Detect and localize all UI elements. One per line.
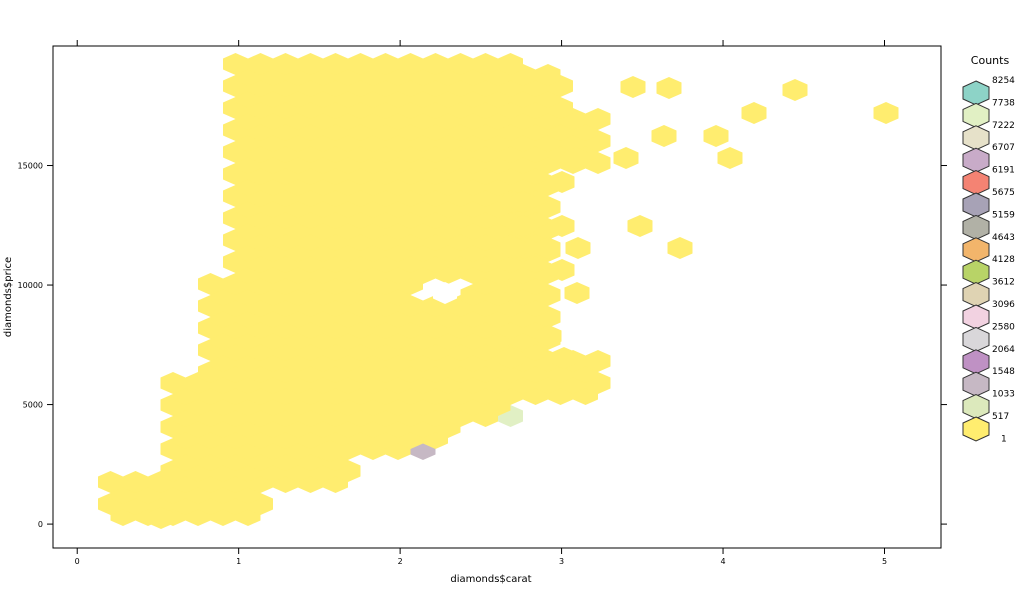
hexbin-cell: [620, 76, 646, 98]
hexbin-cell: [549, 215, 575, 237]
plot-frame: [52, 45, 942, 549]
legend-label: 8254: [992, 76, 1015, 86]
hexbin-cell: [782, 79, 808, 101]
x-tick-label: 5: [882, 557, 887, 566]
hexbin-cell: [741, 102, 767, 124]
legend-label: 7222: [992, 121, 1015, 131]
empty-hexbin-cell: [433, 282, 457, 304]
legend-label: 6191: [992, 166, 1015, 176]
legend-label: 1033: [992, 390, 1015, 400]
hexbin-cell: [160, 372, 186, 394]
hexbin-cell: [651, 125, 677, 147]
hexbin-cell: [549, 171, 575, 193]
legend-label: 2580: [992, 322, 1015, 332]
x-axis-title: diamonds$carat: [450, 574, 531, 585]
hexbin-cell: [656, 77, 682, 99]
legend-label: 4643: [992, 233, 1015, 243]
hexbin-cell: [585, 350, 611, 372]
hexbin-cell: [717, 147, 743, 169]
hexbin-cell: [423, 53, 448, 75]
hexbin-cell: [667, 237, 693, 259]
hexbin-cell: [223, 53, 248, 75]
hexbin-cell: [273, 53, 298, 75]
hexbin-cell: [873, 102, 899, 124]
legend-label: 517: [992, 412, 1009, 422]
hexbin-cell: [551, 347, 577, 369]
legend-label: 6707: [992, 143, 1015, 153]
y-tick-label: 15000: [18, 162, 43, 171]
hexbin-cell: [510, 215, 536, 237]
hexbin-cell: [98, 471, 123, 493]
x-tick-label: 1: [236, 557, 241, 566]
hexbin-cell: [323, 53, 348, 75]
legend-label: 4128: [992, 255, 1015, 265]
hexbin-cell: [510, 191, 536, 213]
y-tick-label: 10000: [18, 281, 43, 290]
hexbin-cell: [317, 440, 343, 462]
hexbin-cell: [498, 347, 524, 369]
hexbin-cell: [373, 53, 398, 75]
x-tick-label: 4: [720, 557, 725, 566]
hexbin-cell: [549, 259, 575, 281]
x-axis: 0 1 2 3 4 5: [75, 40, 887, 566]
legend-label: 3096: [992, 300, 1015, 310]
legend-label: 1548: [992, 367, 1015, 377]
hexbin-cell: [298, 53, 323, 75]
legend-label: 3612: [992, 278, 1015, 288]
x-tick-label: 0: [75, 557, 80, 566]
legend-swatch: [962, 416, 990, 442]
hexbin-cell: [448, 53, 473, 75]
y-tick-label: 5000: [23, 401, 43, 410]
hexbin-cell: [585, 108, 611, 130]
x-tick-label: 3: [559, 557, 564, 566]
hexbin-cell: [123, 471, 148, 493]
hexbin-cell: [198, 273, 223, 295]
y-axis: 0 5000 10000 15000: [18, 162, 947, 529]
hexbin-cell: [148, 507, 174, 529]
hexbin-cell: [703, 125, 729, 147]
hexbin-cell: [535, 64, 561, 86]
hexbin-cell: [348, 53, 373, 75]
y-tick-label: 0: [38, 520, 43, 529]
hexbin-cell: [398, 53, 423, 75]
legend-label: 5675: [992, 188, 1015, 198]
hexbin-cell: [473, 53, 498, 75]
hexbin-cell: [613, 147, 639, 169]
legend-label: 2064: [992, 345, 1015, 355]
hexbin-cell: [501, 237, 527, 259]
hexbin-cell: [535, 237, 561, 259]
hexbin-cell: [498, 53, 523, 75]
hexbin-cell: [564, 282, 590, 304]
legend: Counts 8254 7738 7222 6707 6191 5675 5159 4643 4…: [962, 54, 1015, 444]
hexbin-cell: [565, 237, 591, 259]
x-tick-label: 2: [398, 557, 403, 566]
legend-label: 7738: [992, 98, 1015, 108]
hexbin-cell: [563, 147, 589, 169]
y-axis-title: diamonds$price: [3, 257, 14, 337]
legend-label: 1: [1001, 434, 1007, 444]
hexbin-cell: [248, 53, 273, 75]
hexbin-cell: [536, 325, 562, 347]
hexbin-layer: [98, 53, 899, 529]
legend-title: Counts: [971, 54, 1010, 67]
hexbin-cell: [627, 215, 653, 237]
legend-label: 5159: [992, 210, 1015, 220]
